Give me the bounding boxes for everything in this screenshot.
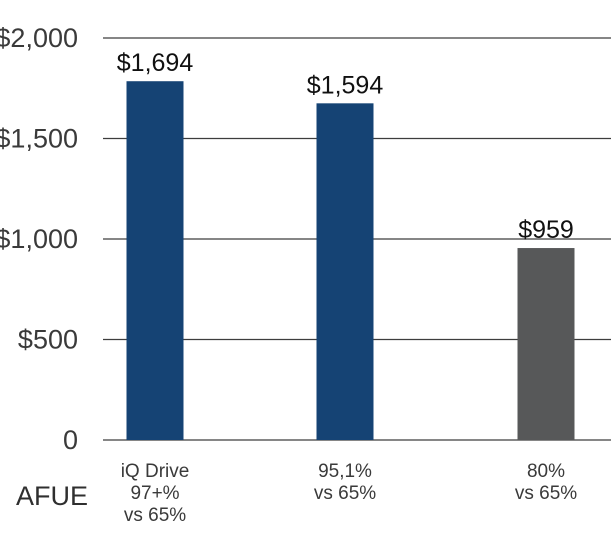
data-label: $1,694 [117,49,194,77]
data-label: $959 [518,216,574,244]
x-axis-label: AFUE [16,481,88,511]
x-tick-label: 95,1% vs 65% [314,461,376,504]
bar [517,248,575,440]
y-axis-ticks: 0 $500 $1,000 $1,500 $2,000 [0,23,78,455]
data-labels: $1,694 $1,594 $959 [117,49,574,244]
y-tick-label: $500 [18,325,78,355]
data-label: $1,594 [307,71,384,99]
bar [126,81,184,440]
y-tick-label: $1,500 [0,124,78,154]
bar [316,103,374,440]
x-tick-label: 80% vs 65% [515,461,577,504]
x-axis-categories: iQ Drive 97+% vs 65% 95,1% vs 65% 80% vs 65% [121,461,578,526]
bars [126,81,575,440]
y-tick-label: $1,000 [0,224,78,254]
x-tick-label: iQ Drive 97+% vs 65% [121,461,190,526]
y-tick-label: $2,000 [0,23,78,53]
y-tick-label: 0 [63,425,78,455]
